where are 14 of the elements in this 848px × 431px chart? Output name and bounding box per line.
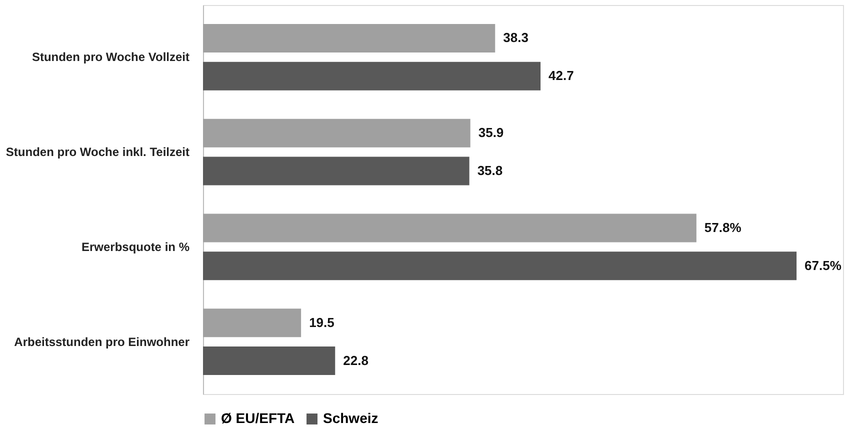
y-tick-label: Stunden pro Woche inkl. Teilzeit [6, 145, 190, 160]
y-tick-label: Arbeitsstunden pro Einwohner [14, 334, 190, 349]
data-label: 19.5 [309, 314, 334, 330]
data-label: 57.8% [704, 220, 742, 235]
y-tick-label: Stunden pro Woche Vollzeit [32, 50, 190, 64]
data-label: 42.7 [548, 68, 574, 84]
legend-label: Ø EU/EFTA [221, 410, 295, 426]
data-label: 35.8 [477, 163, 503, 178]
legend-label: Schweiz [323, 410, 378, 426]
y-tick-label: Erwerbsquote in % [81, 240, 190, 254]
data-label: 38.3 [503, 30, 528, 46]
data-label: 35.9 [478, 125, 504, 140]
data-label: 67.5% [804, 258, 842, 273]
data-label: 22.8 [343, 352, 368, 368]
